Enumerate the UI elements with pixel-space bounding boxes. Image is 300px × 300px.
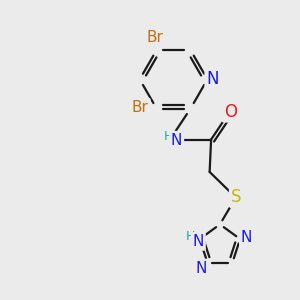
- Text: Br: Br: [132, 100, 149, 115]
- Text: S: S: [231, 188, 242, 206]
- Text: Br: Br: [147, 30, 164, 45]
- Text: N: N: [241, 230, 252, 245]
- Text: N: N: [171, 133, 182, 148]
- Text: N: N: [196, 260, 207, 275]
- Text: N: N: [193, 234, 204, 249]
- Text: H: H: [186, 230, 195, 243]
- Text: H: H: [164, 130, 173, 143]
- Text: N: N: [206, 70, 219, 88]
- Text: O: O: [224, 103, 237, 121]
